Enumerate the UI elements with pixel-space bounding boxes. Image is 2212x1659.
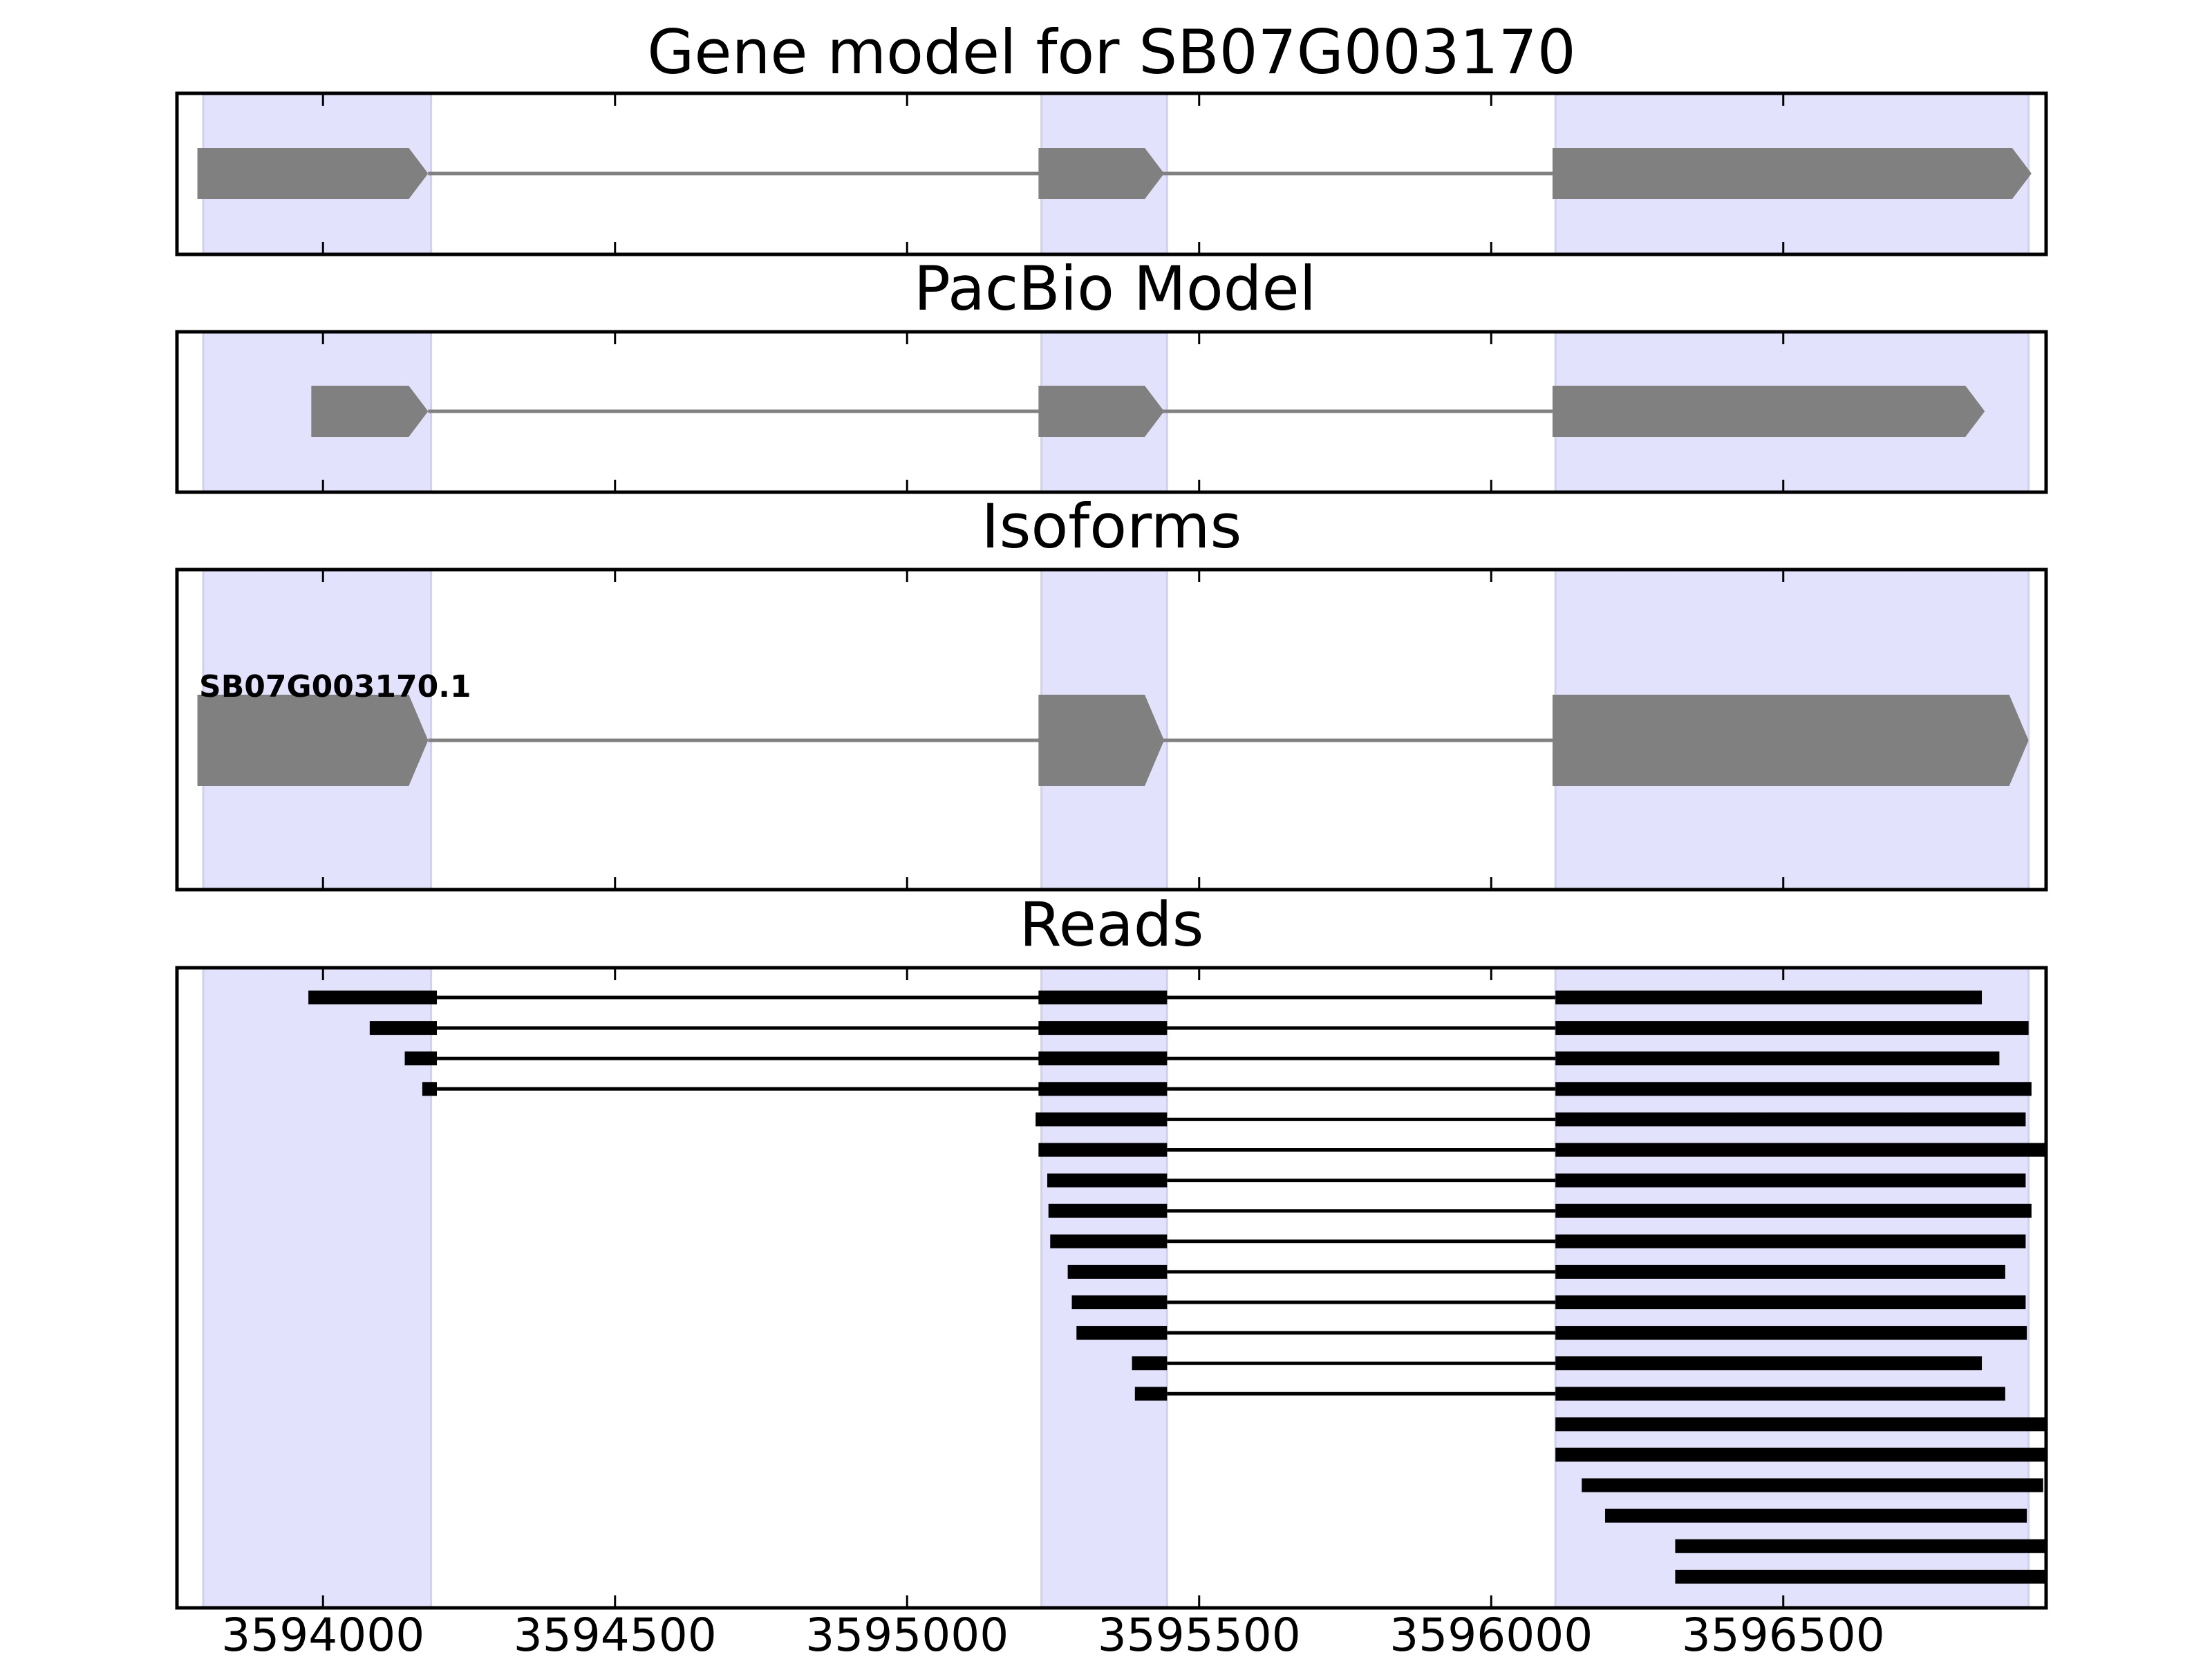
read-14-block-1 — [1134, 1387, 1168, 1401]
gene-model-ticks — [321, 93, 1785, 254]
read-6-block-1 — [1038, 1143, 1168, 1157]
read-9-block-2 — [1555, 1234, 2026, 1248]
isoforms-exon-2 — [1038, 695, 1165, 786]
gene-model-exon-2 — [1038, 148, 1165, 199]
read-19-block-1 — [1675, 1539, 2046, 1553]
reads-highlight-3 — [1555, 968, 2029, 1608]
gene-model-features — [197, 148, 2032, 199]
read-2-block-2 — [1038, 1021, 1168, 1035]
x-tick-label-2: 3594500 — [514, 1609, 717, 1659]
read-1-block-1 — [308, 991, 438, 1004]
reads-highlight-1 — [203, 968, 431, 1608]
read-14-block-2 — [1555, 1387, 2005, 1401]
read-13-block-1 — [1132, 1356, 1168, 1371]
read-12-block-2 — [1555, 1326, 2027, 1340]
pacbio-panel: PacBio Model — [175, 253, 2048, 494]
pacbio-exon-2 — [1038, 386, 1165, 437]
read-10-block-1 — [1067, 1264, 1168, 1279]
pacbio-exon-3 — [1552, 386, 1985, 437]
reads-title: Reads — [1020, 889, 1204, 960]
pacbio-frame — [175, 330, 2048, 494]
pacbio-features — [311, 386, 1985, 437]
isoforms-exon-1 — [197, 695, 429, 786]
gene-model-frame — [175, 91, 2048, 256]
read-5-block-1 — [1035, 1112, 1168, 1127]
read-4-block-2 — [1038, 1082, 1168, 1096]
gene-model-panel: Gene model for SB07G003170 — [175, 17, 2048, 256]
read-12-block-1 — [1076, 1326, 1168, 1340]
pacbio-ticks — [321, 332, 1785, 492]
x-axis-tick-labels: 3594000 3594500 3595000 3595500 3596000 35965… — [221, 1609, 1884, 1659]
read-17-block-1 — [1582, 1478, 2043, 1492]
x-tick-label-1: 3594000 — [221, 1609, 424, 1659]
read-3-block-1 — [404, 1051, 438, 1066]
read-3-block-3 — [1555, 1051, 2000, 1066]
read-20-block-1 — [1675, 1569, 2046, 1584]
read-13-block-2 — [1555, 1356, 1983, 1371]
reads-frame — [175, 966, 2048, 1610]
read-15-block-1 — [1555, 1417, 2046, 1432]
read-8-block-2 — [1555, 1203, 2032, 1218]
read-16-block-1 — [1555, 1447, 2046, 1462]
read-7-block-1 — [1047, 1173, 1168, 1188]
read-2-block-3 — [1555, 1021, 2029, 1035]
reads-panel: Reads — [175, 889, 2048, 1610]
read-1-block-2 — [1038, 991, 1168, 1004]
read-9-block-1 — [1050, 1234, 1168, 1248]
reads-highlight-2 — [1041, 968, 1168, 1608]
read-8-block-1 — [1048, 1203, 1168, 1218]
gene-model-exon-1 — [197, 148, 429, 199]
reads-exon-highlights — [202, 968, 2030, 1608]
read-11-block-1 — [1071, 1295, 1168, 1309]
x-tick-label-4: 3595500 — [1098, 1609, 1301, 1659]
gene-model-exon-3 — [1552, 148, 2032, 199]
read-7-block-2 — [1555, 1173, 2026, 1188]
read-1-block-3 — [1555, 991, 1983, 1004]
read-6-block-2 — [1555, 1143, 2046, 1157]
read-18-block-1 — [1605, 1508, 2027, 1523]
read-10-block-2 — [1555, 1264, 2005, 1279]
gene-model-title: Gene model for SB07G003170 — [647, 17, 1576, 88]
x-tick-label-6: 3596500 — [1682, 1609, 1885, 1659]
pacbio-title: PacBio Model — [914, 253, 1316, 324]
reads-features — [308, 991, 2046, 1584]
isoforms-frame — [175, 568, 2048, 892]
pacbio-exon-1 — [311, 386, 429, 437]
isoforms-ticks — [321, 570, 1785, 890]
read-11-block-2 — [1555, 1295, 2026, 1309]
read-4-block-1 — [422, 1082, 438, 1096]
isoforms-panel: SB07G003170.1 Isoforms — [175, 491, 2048, 892]
isoforms-features — [197, 695, 2029, 786]
read-5-block-2 — [1555, 1112, 2026, 1127]
isoform-label: SB07G003170.1 — [199, 669, 471, 704]
reads-ticks — [321, 968, 1785, 1608]
read-2-block-1 — [369, 1021, 438, 1035]
read-4-block-3 — [1555, 1082, 2032, 1096]
isoforms-title: Isoforms — [982, 491, 1242, 562]
isoforms-exon-3 — [1552, 695, 2029, 786]
x-tick-label-5: 3596000 — [1389, 1609, 1593, 1659]
read-3-block-2 — [1038, 1051, 1168, 1066]
x-tick-label-3: 3595000 — [805, 1609, 1009, 1659]
